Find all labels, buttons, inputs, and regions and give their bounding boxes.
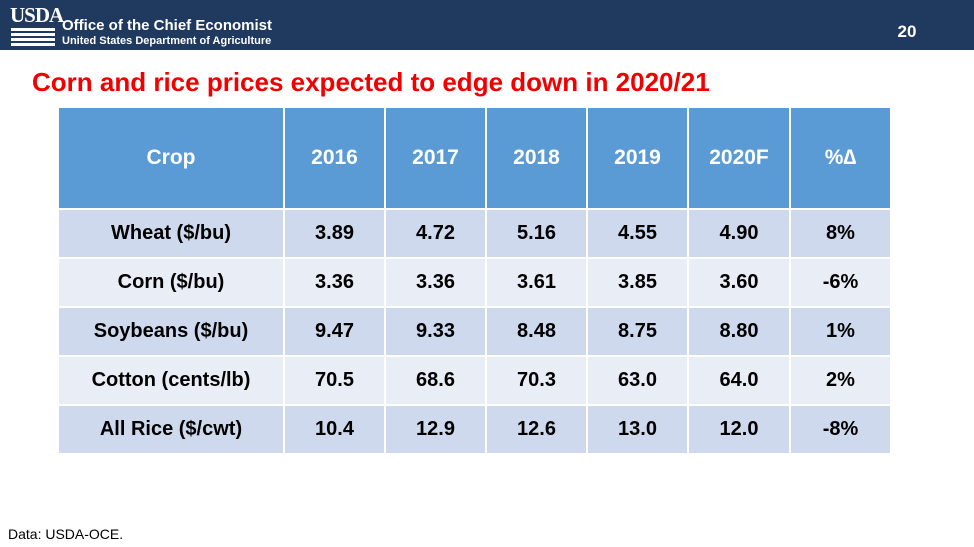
column-header: %∆ xyxy=(789,106,892,210)
price-cell: 8% xyxy=(789,208,892,259)
table-body: Wheat ($/bu) 3.89 4.72 5.16 4.55 4.90 8% Corn (… xyxy=(57,208,892,455)
price-cell: 3.89 xyxy=(283,208,386,259)
price-cell: 3.61 xyxy=(485,257,588,308)
price-cell: 12.9 xyxy=(384,404,487,455)
price-cell: 3.85 xyxy=(586,257,689,308)
page-number: 20 xyxy=(897,22,917,41)
price-cell: 1% xyxy=(789,306,892,357)
price-cell: 13.0 xyxy=(586,404,689,455)
price-cell: 2% xyxy=(789,355,892,406)
price-cell: 4.55 xyxy=(586,208,689,259)
table-row: Cotton (cents/lb) 70.5 68.6 70.3 63.0 64.0 2% xyxy=(57,355,892,406)
price-cell: 3.36 xyxy=(283,257,386,308)
price-cell: 5.16 xyxy=(485,208,588,259)
price-cell: 63.0 xyxy=(586,355,689,406)
price-cell: 3.60 xyxy=(687,257,791,308)
crop-name-cell: Soybeans ($/bu) xyxy=(57,306,285,357)
office-name: Office of the Chief Economist xyxy=(62,17,273,34)
crop-name-cell: Cotton (cents/lb) xyxy=(57,355,285,406)
data-source-note: Data: USDA-OCE. xyxy=(8,526,124,542)
slide-title: Corn and rice prices expected to edge do… xyxy=(32,67,710,97)
price-cell: 70.5 xyxy=(283,355,386,406)
price-cell: 4.90 xyxy=(687,208,791,259)
department-name: United States Department of Agriculture xyxy=(62,35,272,47)
price-cell: 9.47 xyxy=(283,306,386,357)
column-header: 2019 xyxy=(586,106,689,210)
price-cell: 68.6 xyxy=(384,355,487,406)
column-header: Crop xyxy=(57,106,285,210)
logo-wordmark: USDA xyxy=(10,3,64,27)
price-cell: 70.3 xyxy=(485,355,588,406)
price-cell: 12.0 xyxy=(687,404,791,455)
usda-logo: USDA xyxy=(10,4,64,46)
table-row: Soybeans ($/bu) 9.47 9.33 8.48 8.75 8.80 1% xyxy=(57,306,892,357)
table-row: All Rice ($/cwt) 10.4 12.9 12.6 13.0 12.0 -8% xyxy=(57,404,892,455)
price-cell: -8% xyxy=(789,404,892,455)
price-cell: 8.75 xyxy=(586,306,689,357)
price-cell: 12.6 xyxy=(485,404,588,455)
logo-stripe xyxy=(11,33,55,36)
logo-stripe xyxy=(11,38,55,41)
price-cell: 8.80 xyxy=(687,306,791,357)
price-cell: 10.4 xyxy=(283,404,386,455)
price-cell: 8.48 xyxy=(485,306,588,357)
crop-name-cell: Corn ($/bu) xyxy=(57,257,285,308)
crop-name-cell: All Rice ($/cwt) xyxy=(57,404,285,455)
price-table: Crop 2016 2017 2018 2019 2020F %∆ Wheat ($/bu)… xyxy=(57,106,892,455)
price-cell: 3.36 xyxy=(384,257,487,308)
price-cell: -6% xyxy=(789,257,892,308)
column-header: 2016 xyxy=(283,106,386,210)
price-cell: 9.33 xyxy=(384,306,487,357)
table-row: Wheat ($/bu) 3.89 4.72 5.16 4.55 4.90 8% xyxy=(57,208,892,259)
column-header: 2020F xyxy=(687,106,791,210)
column-header: 2017 xyxy=(384,106,487,210)
logo-stripe xyxy=(11,28,55,31)
column-header: 2018 xyxy=(485,106,588,210)
slide-header: USDA Office of the Chief Economist Unite… xyxy=(0,0,974,50)
crop-name-cell: Wheat ($/bu) xyxy=(57,208,285,259)
price-cell: 64.0 xyxy=(687,355,791,406)
table-header-row: Crop 2016 2017 2018 2019 2020F %∆ xyxy=(57,106,892,210)
table-row: Corn ($/bu) 3.36 3.36 3.61 3.85 3.60 -6% xyxy=(57,257,892,308)
price-cell: 4.72 xyxy=(384,208,487,259)
logo-stripe xyxy=(11,43,55,46)
